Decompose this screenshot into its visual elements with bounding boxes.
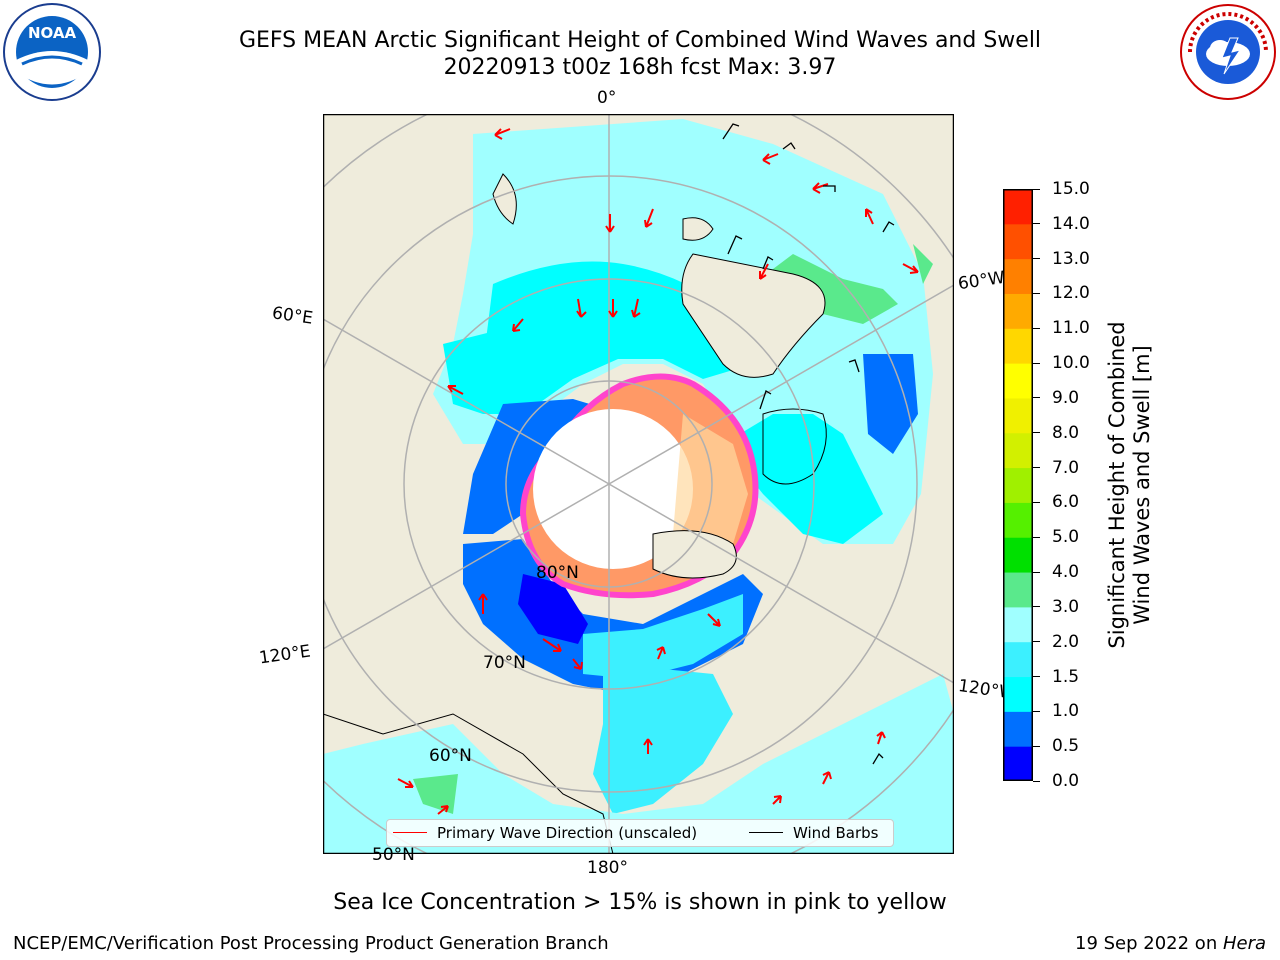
colorbar-tick-label: 9.0	[1052, 387, 1080, 408]
colorbar-segment	[1003, 641, 1033, 678]
colorbar-segment	[1003, 293, 1033, 329]
colorbar-tick-label: 13.0	[1052, 248, 1090, 269]
sea-ice-caption: Sea Ice Concentration > 15% is shown in …	[333, 890, 947, 915]
colorbar-tick-label: 0.5	[1052, 736, 1080, 757]
colorbar-tick-label: 14.0	[1052, 213, 1090, 234]
colorbar-tick-label: 3.0	[1052, 596, 1080, 617]
lon-label-180: 180°	[587, 858, 628, 878]
colorbar-frame	[1003, 189, 1033, 781]
map-frame	[323, 114, 954, 854]
map-legend: Primary Wave Direction (unscaled) Wind B…	[386, 819, 894, 847]
colorbar-tick-label: 6.0	[1052, 492, 1080, 513]
lon-label-120e: 120°E	[257, 641, 312, 669]
colorbar-tick-mark	[1033, 467, 1040, 469]
colorbar-tick-label: 12.0	[1052, 283, 1090, 304]
colorbar-tick-label: 0.0	[1052, 771, 1080, 791]
wave-direction-arrows	[397, 128, 919, 815]
colorbar-tick-mark	[1033, 432, 1040, 434]
lat-label-70: 70°N	[483, 653, 526, 673]
colorbar-tick-mark	[1033, 223, 1040, 225]
page-subtitle: 20220913 t00z 168h fcst Max: 3.97	[443, 55, 837, 80]
colorbar-tick-mark	[1033, 710, 1040, 712]
colorbar	[1003, 189, 1033, 781]
colorbar-segment	[1003, 502, 1033, 538]
colorbar-segment	[1003, 746, 1033, 781]
colorbar-tick-label: 5.0	[1052, 527, 1080, 548]
colorbar-tick-mark	[1033, 258, 1040, 260]
colorbar-segment	[1003, 397, 1033, 434]
footer-credit: NCEP/EMC/Verification Post Processing Pr…	[13, 933, 609, 954]
colorbar-tick-mark	[1033, 327, 1040, 329]
colorbar-tick-label: 10.0	[1052, 353, 1090, 374]
lat-label-60: 60°N	[429, 746, 472, 766]
colorbar-tick-label: 2.0	[1052, 631, 1080, 652]
colorbar-tick-mark	[1033, 780, 1040, 782]
colorbar-segment	[1003, 467, 1033, 503]
colorbar-tick-mark	[1033, 606, 1040, 608]
footer-date-text: 19 Sep 2022 on	[1075, 933, 1223, 954]
colorbar-tick-label: 11.0	[1052, 318, 1090, 339]
colorbar-tick-mark	[1033, 641, 1040, 643]
colorbar-tick-mark	[1033, 501, 1040, 503]
colorbar-tick-mark	[1033, 676, 1040, 678]
legend-primary-label: Primary Wave Direction (unscaled)	[437, 824, 698, 842]
wave-height-field	[323, 119, 954, 854]
colorbar-tick-label: 1.0	[1052, 701, 1080, 722]
colorbar-segment	[1003, 189, 1033, 225]
colorbar-segment	[1003, 258, 1033, 294]
landmasses	[323, 173, 827, 854]
colorbar-segment	[1003, 572, 1033, 608]
colorbar-segment	[1003, 328, 1033, 364]
lat-label-50: 50°N	[372, 845, 415, 865]
colorbar-tick-mark	[1033, 397, 1040, 399]
colorbar-title-line1: Significant Height of Combined	[1105, 321, 1129, 649]
graticule	[323, 114, 954, 854]
colorbar-segment	[1003, 363, 1033, 399]
wind-barbs	[722, 123, 895, 765]
colorbar-segment	[1003, 711, 1033, 747]
colorbar-title: Significant Height of Combined Wind Wave…	[1105, 321, 1155, 648]
colorbar-segment	[1003, 676, 1033, 712]
colorbar-title-line2: Wind Waves and Swell [m]	[1130, 345, 1154, 625]
colorbar-tick-mark	[1033, 292, 1040, 294]
legend-primary-line	[393, 832, 427, 833]
colorbar-tick-label: 7.0	[1052, 457, 1080, 478]
colorbar-tick-label: 8.0	[1052, 422, 1080, 443]
colorbar-tick-mark	[1033, 362, 1040, 364]
colorbar-segment	[1003, 537, 1033, 573]
colorbar-tick-mark	[1033, 536, 1040, 538]
colorbar-tick-mark	[1033, 188, 1040, 190]
noaa-logo-icon: NOAA	[3, 3, 101, 101]
legend-barb-line	[749, 832, 783, 833]
colorbar-segment	[1003, 606, 1033, 643]
colorbar-segment	[1003, 432, 1033, 469]
footer-host: Hera	[1222, 933, 1266, 954]
colorbar-tick-mark	[1033, 745, 1040, 747]
lat-label-80: 80°N	[536, 563, 579, 583]
colorbar-tick-mark	[1033, 571, 1040, 573]
colorbar-tick-label: 15.0	[1052, 179, 1090, 199]
colorbar-tick-label: 1.5	[1052, 666, 1080, 687]
footer-date: 19 Sep 2022 on Hera	[1075, 933, 1266, 954]
noaa-logo-text: NOAA	[28, 24, 77, 42]
polar-map	[323, 114, 954, 854]
lon-label-60e: 60°E	[270, 303, 315, 329]
lon-label-60w: 60°W	[956, 267, 1007, 295]
colorbar-segment	[1003, 223, 1033, 260]
page-title: GEFS MEAN Arctic Significant Height of C…	[238, 28, 1042, 53]
legend-barb-label: Wind Barbs	[793, 824, 879, 842]
lon-label-0: 0°	[597, 88, 617, 108]
colorbar-tick-label: 4.0	[1052, 562, 1080, 583]
nws-logo-icon	[1180, 4, 1276, 100]
